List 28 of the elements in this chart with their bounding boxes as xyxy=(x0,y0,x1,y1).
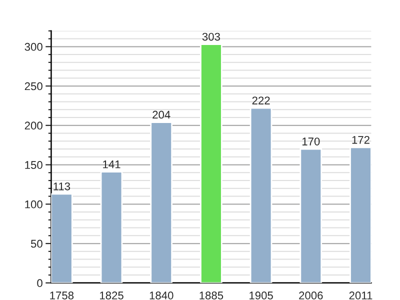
y-tick-label: 200 xyxy=(24,122,42,130)
x-tick-label: 1825 xyxy=(100,292,124,300)
data-label: 113 xyxy=(54,182,70,190)
data-label: 172 xyxy=(352,136,370,144)
bar xyxy=(51,193,73,283)
bar xyxy=(150,122,173,283)
x-tick-label: 1840 xyxy=(150,292,174,300)
x-tick-label: 1885 xyxy=(200,292,224,300)
x-tick-label: 1758 xyxy=(50,292,74,300)
y-tick-label: 100 xyxy=(25,200,42,208)
x-tick-label: 2006 xyxy=(299,292,323,300)
y-tick-label: 250 xyxy=(24,82,42,90)
data-label: 303 xyxy=(202,32,220,41)
data-label: 141 xyxy=(103,160,120,168)
data-label: 170 xyxy=(302,138,320,146)
bar xyxy=(350,146,372,283)
y-tick-label: 50 xyxy=(30,240,42,248)
y-tick-label: 300 xyxy=(24,42,42,51)
bar xyxy=(100,171,123,283)
y-tick-label: 150 xyxy=(25,161,42,169)
data-label: 222 xyxy=(252,96,270,104)
data-label: 204 xyxy=(152,110,170,119)
bar xyxy=(200,44,222,283)
x-tick-label: 1905 xyxy=(250,292,273,300)
bar xyxy=(250,107,272,283)
bar xyxy=(300,148,322,283)
y-tick-label: 0 xyxy=(37,279,42,288)
x-tick-label: 2011 xyxy=(349,292,372,300)
